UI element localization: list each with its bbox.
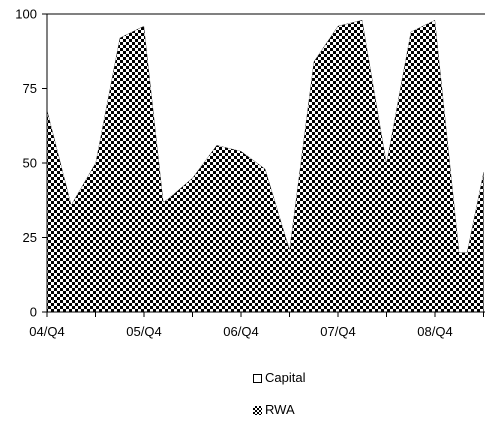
y-tick-label: 25 (23, 230, 37, 245)
area-layer (46, 14, 484, 313)
legend-swatch-capital (253, 373, 262, 383)
legend-label-capital: Capital (265, 370, 306, 385)
y-tick-label: 50 (23, 156, 37, 171)
x-tick-label: 07/Q4 (320, 324, 355, 339)
area-series-capital (47, 14, 484, 253)
x-tick-label: 08/Q4 (417, 324, 452, 339)
legend-label-rwa: RWA (265, 402, 295, 417)
y-tick-label: 100 (15, 7, 37, 22)
x-tick-label: 05/Q4 (126, 324, 161, 339)
legend-item-rwa: RWA (253, 403, 373, 417)
legend-item-capital: Capital (253, 371, 373, 385)
legend-swatch-rwa (253, 405, 262, 415)
axis-layer: 0 25 50 75 100 04/Q4 05/Q4 06/Q4 07/Q4 08/Q4 (15, 7, 485, 339)
x-tick-label: 06/Q4 (223, 324, 258, 339)
x-tick-label: 04/Q4 (29, 324, 64, 339)
y-tick-label: 75 (23, 81, 37, 96)
y-tick-label: 0 (30, 305, 37, 320)
